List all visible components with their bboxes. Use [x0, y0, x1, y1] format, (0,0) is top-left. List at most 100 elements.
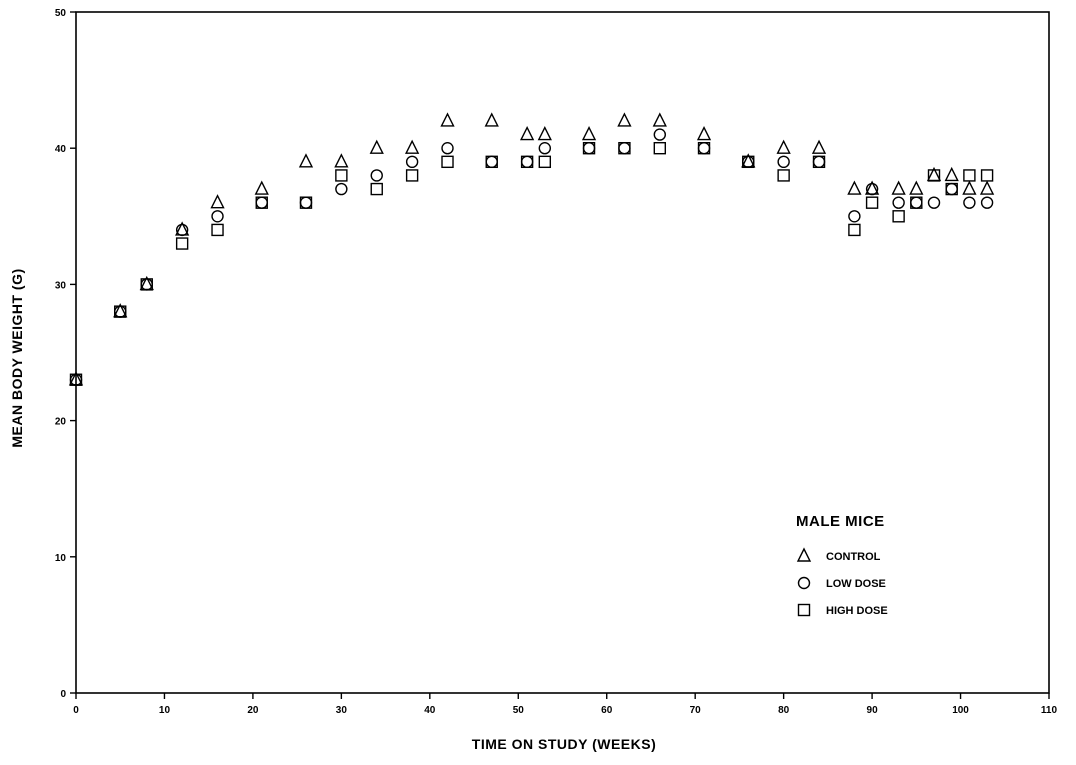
legend-entry-low-dose: LOW DOSE [797, 576, 886, 590]
square-point [582, 141, 596, 155]
circle-point [653, 128, 666, 141]
circle-point [441, 141, 454, 155]
circle-point [910, 196, 923, 209]
x-tick-label: 40 [424, 705, 436, 716]
square-point [335, 169, 348, 182]
x-tick-label: 80 [778, 705, 790, 716]
square-point [538, 155, 552, 169]
circle-point [335, 182, 348, 196]
triangle-point [254, 180, 269, 195]
triangle-point [210, 194, 225, 209]
legend-label: CONTROL [826, 551, 881, 563]
square-point [618, 141, 631, 155]
x-tick-label: 20 [247, 705, 259, 716]
square-point [441, 155, 454, 169]
square-point [653, 141, 666, 155]
triangle-point [334, 153, 349, 168]
square-point [299, 196, 313, 209]
square-point [697, 141, 711, 155]
square-point [405, 169, 419, 182]
square-point [370, 182, 383, 196]
circle-point [255, 196, 268, 209]
y-tick-label: 50 [55, 8, 67, 19]
circle-point [963, 196, 976, 209]
circle-point [538, 141, 552, 155]
circle-point [299, 196, 313, 209]
y-tick-label: 30 [55, 280, 67, 291]
triangle-point [811, 139, 827, 154]
triangle-point [537, 126, 552, 141]
square-point [742, 155, 755, 169]
square-point [963, 169, 976, 182]
square-point [980, 169, 994, 182]
triangle-point [581, 126, 597, 141]
triangle-point [484, 112, 499, 127]
circle-point [865, 182, 879, 196]
legend-label: HIGH DOSE [826, 605, 888, 617]
square-point [175, 237, 189, 250]
circle-point [848, 210, 861, 223]
x-tick-label: 110 [1041, 705, 1058, 716]
y-tick-label: 10 [55, 553, 67, 564]
circle-point [892, 196, 905, 209]
x-tick-label: 10 [159, 705, 171, 716]
triangle-point [519, 126, 535, 141]
circle-point [211, 210, 224, 223]
x-tick-label: 0 [73, 705, 79, 716]
triangle-point [369, 139, 384, 154]
y-tick-label: 20 [55, 417, 67, 428]
triangle-point [298, 153, 314, 168]
x-tick-label: 70 [690, 705, 702, 716]
square-point [140, 278, 153, 291]
circle-point [582, 141, 596, 155]
x-tick-label: 90 [867, 705, 879, 716]
square-point [777, 169, 790, 182]
triangle-point [847, 180, 862, 195]
y-tick-label: 40 [55, 144, 67, 155]
legend-circle-icon [797, 576, 811, 590]
square-point [69, 373, 83, 386]
square-point [927, 169, 941, 182]
legend-title: MALE MICE [796, 513, 885, 530]
square-point [812, 155, 826, 169]
y-axis-ticks: 0 10 20 30 40 50 [55, 8, 76, 700]
circle-point [175, 223, 189, 237]
triangle-point [440, 112, 455, 127]
circle-point [618, 141, 631, 155]
triangle-point [909, 180, 924, 195]
circle-point [520, 155, 534, 169]
circle-point [945, 182, 958, 196]
plot-frame [75, 11, 1050, 694]
square-point [848, 223, 861, 237]
x-axis-title: TIME ON STUDY (WEEKS) [472, 736, 656, 752]
circle-point [812, 155, 826, 169]
square-point [114, 305, 127, 318]
circle-point [405, 155, 419, 169]
triangle-point [776, 139, 791, 154]
circle-point [927, 196, 941, 209]
square-point [520, 155, 534, 169]
triangle-point [962, 180, 977, 195]
y-axis-title: MEAN BODY WEIGHT (G) [9, 268, 25, 447]
x-tick-label: 30 [336, 705, 348, 716]
triangle-point [696, 126, 712, 141]
triangle-point [891, 180, 906, 195]
square-point [910, 196, 923, 209]
square-point [255, 196, 268, 209]
legend-label: LOW DOSE [826, 578, 886, 590]
circle-point [697, 141, 711, 155]
legend-entry-high-dose: HIGH DOSE [797, 603, 888, 617]
triangle-point [944, 166, 959, 182]
legend-triangle-icon [796, 547, 812, 562]
legend-square-icon [797, 603, 811, 617]
data-points [68, 112, 995, 386]
x-tick-label: 60 [601, 705, 613, 716]
triangle-point [404, 139, 420, 154]
circle-point [370, 169, 383, 182]
square-point [892, 210, 905, 223]
triangle-point [617, 112, 632, 127]
square-point [945, 182, 958, 196]
y-tick-label: 0 [60, 689, 66, 700]
series-control [68, 112, 995, 386]
